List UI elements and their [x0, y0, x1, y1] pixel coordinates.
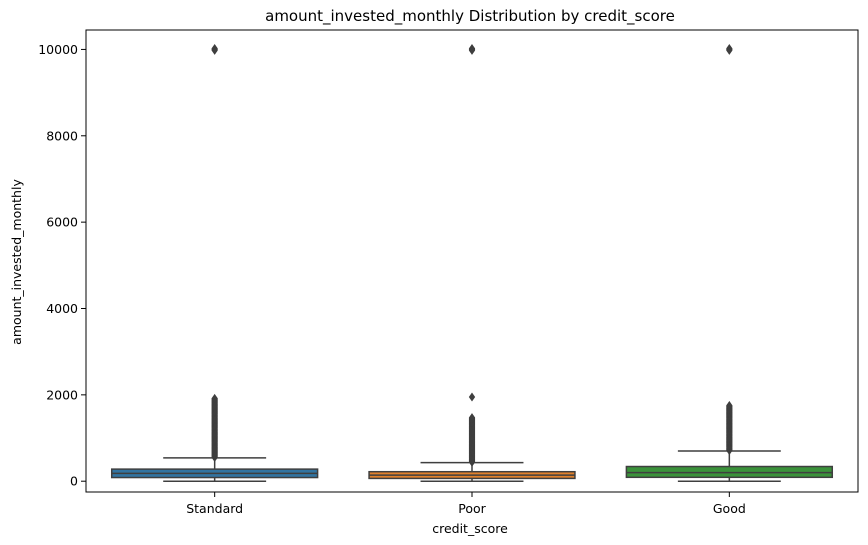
outlier-point — [468, 45, 476, 55]
y-tick-label: 2000 — [46, 387, 78, 402]
outlier-point — [468, 392, 476, 402]
x-tick-label: Poor — [458, 501, 486, 516]
outlier-point — [211, 45, 218, 55]
x-tick-label: Standard — [186, 501, 243, 516]
outlier-point — [726, 45, 733, 55]
outlier-point — [211, 393, 218, 403]
x-tick-label: Good — [713, 501, 746, 516]
x-axis-label: credit_score — [432, 521, 508, 536]
y-tick-label: 8000 — [46, 128, 78, 143]
plot-area: 0 2000 4000 6000 8000 10000 Standard Poor Good — [38, 29, 859, 516]
y-tick-label: 10000 — [38, 42, 78, 57]
chart-title: amount_invested_monthly Distribution by … — [265, 7, 675, 26]
outlier-point — [726, 400, 733, 410]
y-tick-label: 6000 — [46, 215, 78, 230]
y-tick-label: 4000 — [46, 301, 78, 316]
y-axis-label: amount_invested_monthly — [9, 179, 24, 345]
plot-frame — [85, 29, 859, 493]
outlier-point — [468, 413, 476, 423]
y-tick-label: 0 — [70, 474, 78, 489]
